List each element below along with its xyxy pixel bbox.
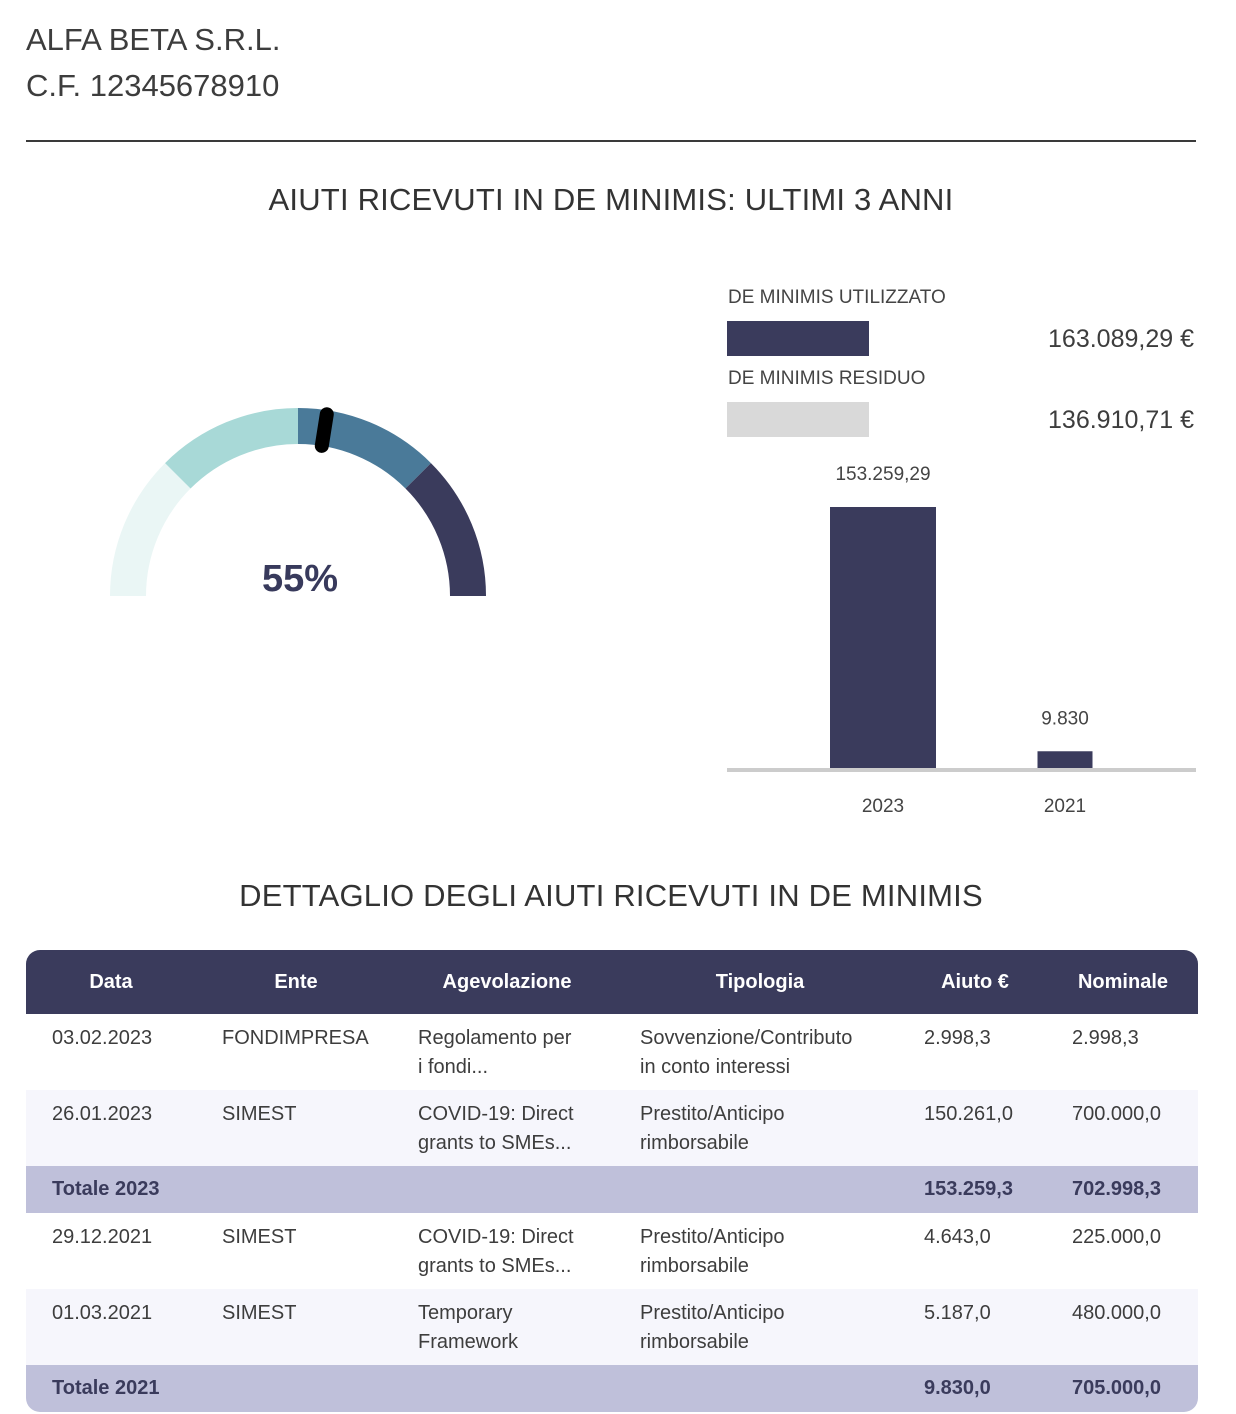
cell-data: 03.02.2023 (26, 1014, 196, 1090)
cell-nominale: 700.000,0 (1048, 1090, 1198, 1166)
gauge-segment-2 (165, 408, 299, 489)
gauge-segment-4 (405, 463, 486, 597)
total-row: Totale 2021 9.830,0 705.000,0 (26, 1365, 1198, 1412)
total-empty (618, 1166, 902, 1213)
yearly-bar-chart: 153.259,29 2023 9.830 2021 (727, 464, 1196, 817)
total-label: Totale 2023 (26, 1166, 196, 1213)
total-label: Totale 2021 (26, 1365, 196, 1412)
col-header-tipologia: Tipologia (618, 950, 902, 1014)
cell-line: Prestito/Anticipo (640, 1103, 785, 1125)
gauge-needle (314, 407, 334, 453)
cell-agevolazione: COVID-19: Direct grants to SMEs... (396, 1213, 618, 1289)
cell-aiuto: 5.187,0 (902, 1289, 1048, 1365)
cell-line: i fondi... (418, 1056, 489, 1078)
cell-line: COVID-19: Direct (418, 1226, 574, 1248)
cell-line: rimborsabile (640, 1331, 749, 1353)
cell-line: Temporary (418, 1302, 513, 1324)
cell-tipologia: Prestito/Anticipo rimborsabile (618, 1289, 902, 1365)
cell-data: 29.12.2021 (26, 1213, 196, 1289)
cell-data: 01.03.2021 (26, 1289, 196, 1365)
col-header-nominale: Nominale (1048, 950, 1198, 1014)
cell-nominale: 225.000,0 (1048, 1213, 1198, 1289)
total-empty (196, 1166, 396, 1213)
total-nominale: 705.000,0 (1048, 1365, 1198, 1412)
gauge-segment-1 (110, 463, 191, 597)
total-empty (618, 1365, 902, 1412)
cell-line: grants to SMEs... (418, 1255, 572, 1277)
bar-2021 (1037, 751, 1093, 768)
cell-line: rimborsabile (640, 1132, 749, 1154)
cell-line: in conto interessi (640, 1056, 791, 1078)
table-header-row: Data Ente Agevolazione Tipologia Aiuto €… (26, 950, 1198, 1014)
total-empty (396, 1166, 618, 1213)
total-aiuto: 9.830,0 (902, 1365, 1048, 1412)
total-empty (196, 1365, 396, 1412)
x-axis-line (727, 768, 1196, 772)
cell-line: Regolamento per (418, 1027, 572, 1049)
cell-aiuto: 4.643,0 (902, 1213, 1048, 1289)
legend-used-label: DE MINIMIS UTILIZZATO (728, 287, 946, 308)
fiscal-code: C.F. 12345678910 (26, 68, 280, 103)
table-row: 29.12.2021 SIMEST COVID-19: Direct grants… (26, 1213, 1198, 1289)
total-row: Totale 2023 153.259,3 702.998,3 (26, 1166, 1198, 1213)
cell-nominale: 2.998,3 (1048, 1014, 1198, 1090)
bar-2023 (830, 507, 936, 768)
company-name: ALFA BETA S.R.L. (26, 22, 281, 57)
x-tick-label: 2021 (1044, 796, 1086, 817)
cell-agevolazione: Temporary Framework (396, 1289, 618, 1365)
cell-agevolazione: COVID-19: Direct grants to SMEs... (396, 1090, 618, 1166)
cell-line: Prestito/Anticipo (640, 1226, 785, 1248)
gauge-segment-3 (297, 408, 431, 489)
cell-ente: FONDIMPRESA (196, 1014, 396, 1090)
legend-used-value: 163.089,29 € (1048, 325, 1194, 353)
cell-agevolazione: Regolamento per i fondi... (396, 1014, 618, 1090)
cell-ente: SIMEST (196, 1213, 396, 1289)
cell-line: Framework (418, 1331, 519, 1353)
gauge-percent-label: 55% (261, 558, 339, 600)
cell-line: rimborsabile (640, 1255, 749, 1277)
col-header-aiuto: Aiuto € (902, 950, 1048, 1014)
table-row: 01.03.2021 SIMEST Temporary Framework Pre… (26, 1289, 1198, 1365)
cell-ente: SIMEST (196, 1090, 396, 1166)
col-header-ente: Ente (196, 950, 396, 1014)
legend-residual-label: DE MINIMIS RESIDUO (728, 368, 926, 389)
cell-line: Sovvenzione/Contributo (640, 1027, 853, 1049)
header-divider (26, 140, 1196, 142)
section-title-aiuti: AIUTI RICEVUTI IN DE MINIMIS: ULTIMI 3 A… (268, 182, 954, 217)
table-row: 26.01.2023 SIMEST COVID-19: Direct grants… (26, 1090, 1198, 1166)
legend-residual-value: 136.910,71 € (1048, 406, 1194, 434)
cell-tipologia: Sovvenzione/Contributo in conto interessi (618, 1014, 902, 1090)
cell-line: grants to SMEs... (418, 1132, 572, 1154)
total-empty (396, 1365, 618, 1412)
cell-aiuto: 2.998,3 (902, 1014, 1048, 1090)
cell-ente: SIMEST (196, 1289, 396, 1365)
table-row: 03.02.2023 FONDIMPRESA Regolamento per i … (26, 1014, 1198, 1090)
total-nominale: 702.998,3 (1048, 1166, 1198, 1213)
legend-residual-swatch (727, 402, 869, 437)
usage-gauge (110, 407, 486, 597)
cell-tipologia: Prestito/Anticipo rimborsabile (618, 1213, 902, 1289)
x-tick-label: 2023 (862, 796, 904, 817)
cell-line: Prestito/Anticipo (640, 1302, 785, 1324)
total-aiuto: 153.259,3 (902, 1166, 1048, 1213)
bar-value-label: 9.830 (1041, 708, 1089, 729)
aid-detail-table: Data Ente Agevolazione Tipologia Aiuto €… (26, 950, 1198, 1412)
col-header-agevolazione: Agevolazione (396, 950, 618, 1014)
cell-aiuto: 150.261,0 (902, 1090, 1048, 1166)
section-title-dettaglio: DETTAGLIO DEGLI AIUTI RICEVUTI IN DE MIN… (239, 878, 983, 913)
legend-used-swatch (727, 321, 869, 356)
col-header-data: Data (26, 950, 196, 1014)
bar-value-label: 153.259,29 (835, 464, 930, 485)
cell-data: 26.01.2023 (26, 1090, 196, 1166)
cell-tipologia: Prestito/Anticipo rimborsabile (618, 1090, 902, 1166)
cell-nominale: 480.000,0 (1048, 1289, 1198, 1365)
cell-line: COVID-19: Direct (418, 1103, 574, 1125)
